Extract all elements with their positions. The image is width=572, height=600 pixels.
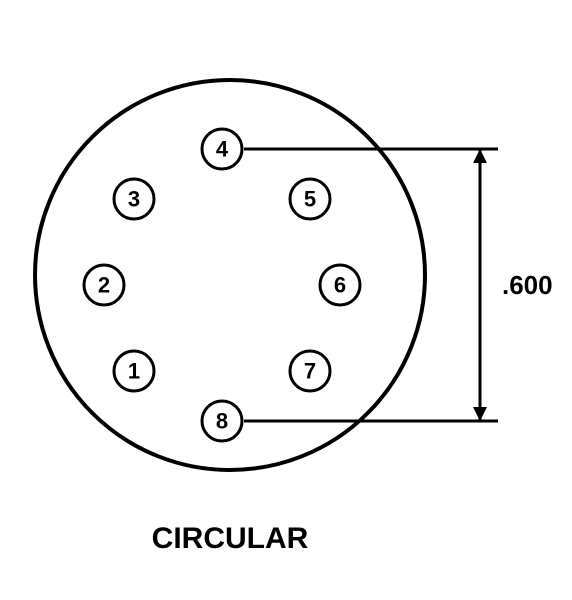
pin-2: 2: [84, 265, 124, 305]
pin-label-5: 5: [304, 187, 316, 212]
pin-7: 7: [290, 351, 330, 391]
pin-label-8: 8: [216, 409, 228, 434]
diagram-title: CIRCULAR: [152, 522, 309, 555]
pin-label-7: 7: [304, 359, 316, 384]
pin-6: 6: [320, 265, 360, 305]
pin-label-1: 1: [128, 359, 140, 384]
pin-3: 3: [114, 179, 154, 219]
pin-4: 4: [202, 129, 242, 169]
pin-label-3: 3: [128, 187, 140, 212]
pin-label-6: 6: [334, 273, 346, 298]
pin-label-4: 4: [216, 137, 229, 162]
pin-label-2: 2: [98, 273, 110, 298]
pin-1: 1: [114, 351, 154, 391]
pin-8: 8: [202, 401, 242, 441]
dimension-label: .600: [502, 270, 553, 300]
pin-5: 5: [290, 179, 330, 219]
